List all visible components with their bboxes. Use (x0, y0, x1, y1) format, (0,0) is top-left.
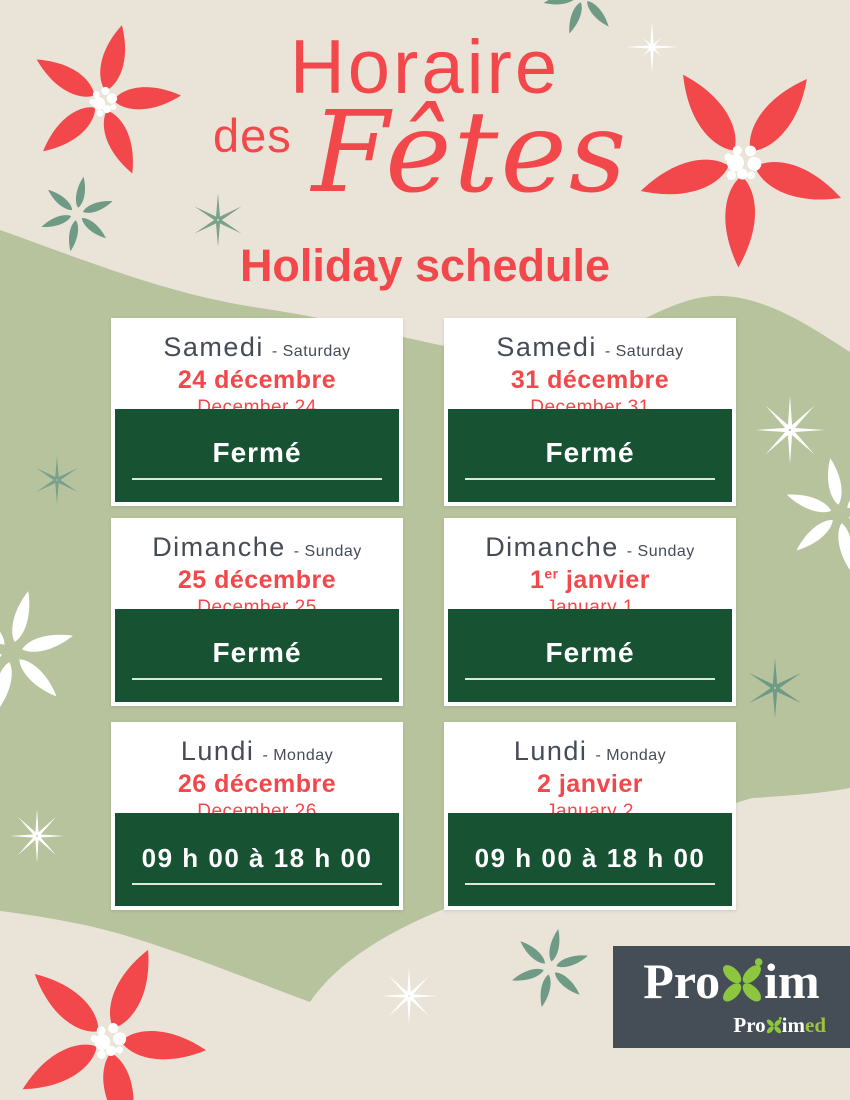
proximed-wordmark: Pro im ed (733, 1013, 826, 1036)
day-name-fr: Dimanche (485, 532, 619, 562)
starburst-icon (381, 968, 438, 1025)
proxim-x-leaves-icon (723, 958, 763, 1002)
brand-text-pre: Pro (643, 953, 721, 1009)
status-panel: 09 h 00 à 18 h 00 (115, 813, 399, 906)
status-text: 09 h 00 à 18 h 00 (474, 843, 706, 873)
card-header: Samedi - Saturday 24 décembre December 2… (111, 318, 403, 418)
schedule-card-dec25: Dimanche - Sunday 25 décembre December 2… (111, 518, 403, 706)
sub-brand-im: im (781, 1013, 805, 1037)
card-header: Dimanche - Sunday 1er janvier January 1 (444, 518, 736, 618)
date-fr-text: 31 décembre (510, 366, 670, 394)
leaf-flower-icon (506, 921, 594, 1014)
title-fetes: Fêtes (311, 88, 629, 218)
status-underline (132, 478, 382, 480)
day-line: Dimanche - Sunday (444, 532, 736, 563)
status-text: Fermé (545, 437, 635, 468)
schedule-card-jan1: Dimanche - Sunday 1er janvier January 1 … (444, 518, 736, 706)
date-fr: 24 décembre (111, 366, 403, 395)
date-fr: 31 décembre (444, 366, 736, 395)
sub-brand-ed: ed (805, 1013, 826, 1037)
day-name-en: - Saturday (604, 343, 684, 360)
proxim-logo: Pro im Pro im ed (613, 946, 850, 1048)
schedule-grid: Samedi - Saturday 24 décembre December 2… (111, 318, 736, 912)
day-line: Dimanche - Sunday (111, 532, 403, 563)
status-underline (132, 883, 382, 885)
date-fr-text: 25 décembre (177, 566, 337, 594)
day-line: Lundi - Monday (111, 736, 403, 767)
day-line: Samedi - Saturday (111, 332, 403, 363)
date-fr: 26 décembre (111, 770, 403, 799)
day-name-en: - Monday (595, 747, 667, 764)
proxim-wordmark: Pro im (613, 956, 850, 1006)
status-text: 09 h 00 à 18 h 00 (141, 843, 373, 873)
day-name-en: - Sunday (293, 543, 362, 560)
status-panel: 09 h 00 à 18 h 00 (448, 813, 732, 906)
day-name-en: - Monday (262, 747, 334, 764)
starburst-icon (194, 193, 243, 247)
title-horaire: Horaire (289, 25, 561, 110)
title-des: des (213, 109, 292, 162)
status-text: Fermé (545, 637, 635, 668)
status-text: Fermé (212, 437, 302, 468)
status-panel: Fermé (115, 409, 399, 502)
status-underline (465, 883, 715, 885)
day-name-en: - Saturday (271, 343, 351, 360)
schedule-card-dec26: Lundi - Monday 26 décembre December 26 0… (111, 722, 403, 910)
sub-brand-pre: Pro (733, 1013, 766, 1037)
status-panel: Fermé (448, 409, 732, 502)
day-name-fr: Lundi (180, 736, 255, 766)
day-name-fr: Dimanche (152, 532, 286, 562)
card-header: Samedi - Saturday 31 décembre December 3… (444, 318, 736, 418)
date-fr-text: 26 décembre (177, 770, 337, 798)
date-fr: 2 janvier (444, 770, 736, 799)
date-fr-text: 2 janvier (537, 770, 643, 798)
status-underline (465, 678, 715, 680)
brand-text-post: im (764, 953, 820, 1009)
day-line: Lundi - Monday (444, 736, 736, 767)
date-fr: 25 décembre (111, 566, 403, 595)
proximed-x-leaves-icon (766, 1016, 782, 1034)
date-fr: 1er janvier (444, 566, 736, 595)
date-fr-text: 24 décembre (177, 366, 337, 394)
status-underline (465, 478, 715, 480)
status-panel: Fermé (115, 609, 399, 702)
status-text: Fermé (212, 637, 302, 668)
schedule-card-jan2: Lundi - Monday 2 janvier January 2 09 h … (444, 722, 736, 910)
card-header: Dimanche - Sunday 25 décembre December 2… (111, 518, 403, 618)
title-holiday-schedule: Holiday schedule (239, 240, 611, 291)
day-name-fr: Samedi (496, 332, 597, 362)
status-panel: Fermé (448, 609, 732, 702)
date-fr-tail: janvier (558, 566, 650, 594)
day-name-fr: Lundi (513, 736, 588, 766)
schedule-card-dec31: Samedi - Saturday 31 décembre December 3… (444, 318, 736, 506)
day-name-fr: Samedi (163, 332, 264, 362)
date-fr-text: 1 (530, 566, 545, 594)
schedule-card-dec24: Samedi - Saturday 24 décembre December 2… (111, 318, 403, 506)
card-header: Lundi - Monday 26 décembre December 26 (111, 722, 403, 822)
day-line: Samedi - Saturday (444, 332, 736, 363)
day-name-en: - Sunday (626, 543, 695, 560)
status-underline (132, 678, 382, 680)
card-header: Lundi - Monday 2 janvier January 2 (444, 722, 736, 822)
date-fr-sup: er (544, 566, 559, 582)
